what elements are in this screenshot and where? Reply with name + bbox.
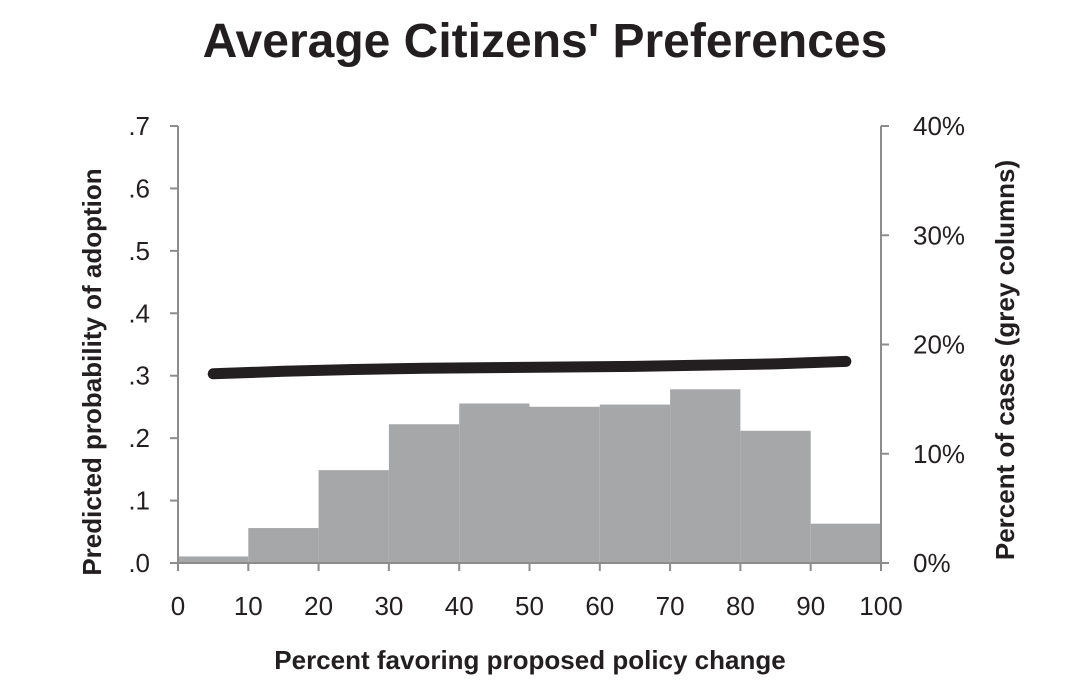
x-tick-label-20: 20 bbox=[304, 591, 333, 621]
chart-title: Average Citizens' Preferences bbox=[202, 15, 888, 68]
y2-tick-label-40%: 40% bbox=[913, 111, 965, 141]
x-tick-label-30: 30 bbox=[374, 591, 403, 621]
bar-30-40 bbox=[388, 424, 460, 563]
bar-10-20 bbox=[248, 528, 319, 563]
bar-70-80 bbox=[670, 389, 741, 563]
x-tick-label-60: 60 bbox=[585, 591, 614, 621]
bar-80-90 bbox=[740, 430, 811, 563]
x-tick-label-100: 100 bbox=[859, 591, 902, 621]
bar-60-70 bbox=[599, 404, 671, 563]
y2-tick-label-10%: 10% bbox=[913, 439, 965, 469]
bar-50-60 bbox=[529, 406, 600, 563]
y-tick-label-.0: .0 bbox=[128, 548, 150, 578]
y2-axis-title: Percent of cases (grey columns) bbox=[990, 160, 1020, 560]
bar-90-100 bbox=[810, 523, 881, 563]
y-tick-label-.4: .4 bbox=[128, 298, 150, 328]
x-tick-label-70: 70 bbox=[656, 591, 685, 621]
y2-tick-label-20%: 20% bbox=[913, 330, 965, 360]
x-tick-label-80: 80 bbox=[726, 591, 755, 621]
prediction-line bbox=[207, 355, 852, 380]
y-tick-label-.2: .2 bbox=[128, 423, 150, 453]
y2-tick-label-30%: 30% bbox=[913, 220, 965, 250]
x-tick-label-10: 10 bbox=[234, 591, 263, 621]
y-tick-label-.3: .3 bbox=[128, 361, 150, 391]
bar-40-50 bbox=[459, 403, 530, 563]
x-tick-label-40: 40 bbox=[445, 591, 474, 621]
y-tick-label-.5: .5 bbox=[128, 236, 150, 266]
bar-20-30 bbox=[318, 470, 389, 563]
x-tick-label-50: 50 bbox=[515, 591, 544, 621]
y-tick-label-.7: .7 bbox=[128, 111, 150, 141]
bar-0-10 bbox=[178, 556, 249, 563]
y-tick-label-.1: .1 bbox=[128, 486, 150, 516]
y2-tick-label-0%: 0% bbox=[913, 548, 951, 578]
x-tick-label-0: 0 bbox=[171, 591, 185, 621]
y-tick-label-.6: .6 bbox=[128, 173, 150, 203]
y-axis-title: Predicted probability of adoption bbox=[77, 168, 107, 575]
x-tick-label-90: 90 bbox=[796, 591, 825, 621]
x-axis-title: Percent favoring proposed policy change bbox=[274, 645, 785, 675]
